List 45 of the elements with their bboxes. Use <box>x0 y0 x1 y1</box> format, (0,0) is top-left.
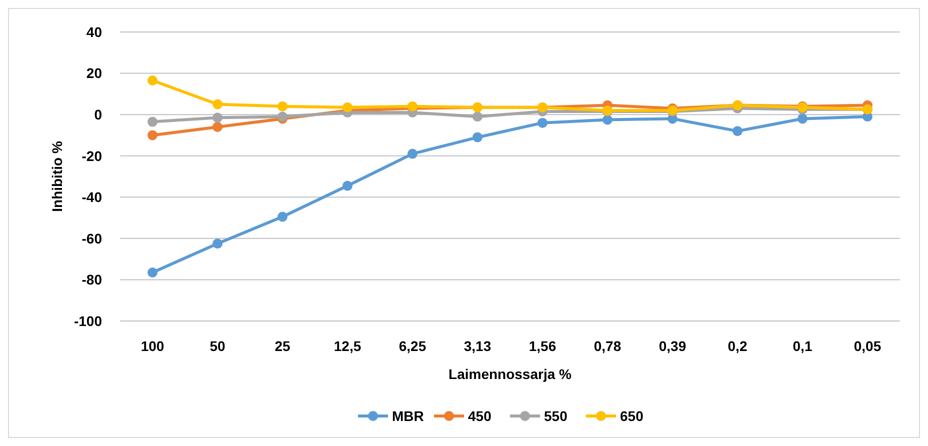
point <box>212 122 222 132</box>
legend-label: 450 <box>468 408 492 424</box>
point <box>278 212 288 222</box>
y-tick-label: -100 <box>74 312 102 329</box>
x-tick-label: 0,1 <box>792 338 812 354</box>
y-tick-label: -40 <box>82 189 102 206</box>
point <box>732 126 742 136</box>
point <box>212 112 222 123</box>
x-tick-label: 100 <box>140 338 164 354</box>
x-tick-label: 0,2 <box>728 338 748 354</box>
point <box>472 112 482 122</box>
y-tick-label: -60 <box>82 230 102 246</box>
legend-label: MBR <box>392 408 424 424</box>
point <box>798 114 808 124</box>
x-tick-label: 12,5 <box>334 338 362 354</box>
y-axis-title: Inhibitio % <box>49 140 65 212</box>
y-tick-label: -20 <box>82 148 102 164</box>
point <box>148 76 158 86</box>
x-axis-title: Laimennossarja % <box>448 366 572 382</box>
legend-label: 550 <box>544 408 568 424</box>
y-tick-label: 0 <box>94 106 102 122</box>
point <box>148 116 158 127</box>
point <box>342 102 352 112</box>
point <box>212 238 222 249</box>
point <box>538 118 548 128</box>
point <box>602 114 612 125</box>
x-tick-label: 1,56 <box>528 338 556 354</box>
x-tick-label: 50 <box>210 338 226 354</box>
y-tick-label: 20 <box>86 65 102 82</box>
point <box>342 180 352 191</box>
point <box>212 99 222 110</box>
point <box>408 148 418 159</box>
x-tick-label: 0,78 <box>594 338 622 354</box>
legend-label: 650 <box>620 408 644 424</box>
y-tick-label: -80 <box>82 272 102 288</box>
x-tick-label: 0,05 <box>854 338 882 354</box>
x-tick-label: 3,13 <box>464 338 492 354</box>
point <box>148 267 158 278</box>
point <box>472 132 482 142</box>
x-tick-label: 6,25 <box>398 338 426 354</box>
point <box>278 101 288 112</box>
x-tick-label: 0,39 <box>658 338 686 354</box>
x-tick-label: 25 <box>274 338 290 354</box>
y-tick-label: 40 <box>86 24 102 40</box>
point <box>148 130 158 140</box>
